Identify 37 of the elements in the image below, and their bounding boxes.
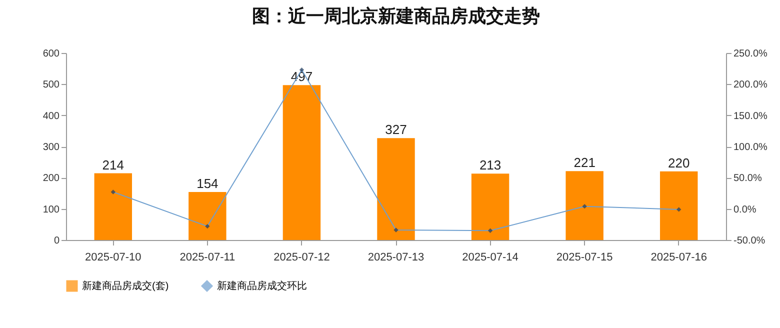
data-label: 213 bbox=[479, 158, 502, 173]
x-tick-label: 2025-07-14 bbox=[462, 252, 518, 264]
y2-tick-label: 150.0% bbox=[734, 110, 768, 122]
x-tick-label: 2025-07-10 bbox=[85, 252, 142, 264]
bar bbox=[188, 192, 226, 240]
data-label: 221 bbox=[574, 155, 596, 170]
y2-tick-label: 250.0% bbox=[734, 48, 768, 60]
x-tick-label: 2025-07-15 bbox=[556, 252, 613, 264]
bar bbox=[566, 171, 604, 240]
y2-tick-label: -50.0% bbox=[734, 236, 766, 246]
bar bbox=[377, 138, 415, 240]
data-label: 154 bbox=[196, 176, 218, 192]
bar bbox=[471, 174, 510, 240]
y-tick-label: 0 bbox=[54, 236, 60, 246]
x-tick-label: 2025-07-12 bbox=[274, 252, 330, 264]
x-tick-label: 2025-07-11 bbox=[180, 252, 236, 264]
data-label: 214 bbox=[102, 157, 124, 172]
bar bbox=[282, 85, 321, 240]
data-label: 327 bbox=[385, 122, 407, 138]
bar bbox=[660, 171, 698, 240]
y-tick-label: 500 bbox=[42, 80, 60, 91]
y2-tick-label: 0.0% bbox=[734, 204, 756, 216]
chart-title: 图：近一周北京新建商品房成交走势 bbox=[252, 6, 540, 26]
y2-tick-label: 100.0% bbox=[734, 142, 768, 153]
y2-tick-label: 50.0% bbox=[734, 173, 762, 184]
y-tick-label: 200 bbox=[42, 173, 60, 184]
x-tick-label: 2025-07-13 bbox=[368, 252, 424, 264]
y-tick-label: 100 bbox=[42, 204, 60, 216]
x-tick-label: 2025-07-16 bbox=[650, 252, 707, 264]
y-tick-label: 400 bbox=[42, 110, 60, 122]
y-tick-label: 600 bbox=[42, 48, 60, 60]
bar bbox=[94, 173, 132, 240]
legend-label: 新建商品房成交(套) bbox=[82, 280, 169, 292]
data-label: 220 bbox=[668, 155, 690, 170]
y-tick-label: 300 bbox=[42, 142, 60, 153]
y2-tick-label: 200.0% bbox=[734, 80, 768, 91]
legend-label: 新建商品房成交环比 bbox=[217, 280, 307, 292]
